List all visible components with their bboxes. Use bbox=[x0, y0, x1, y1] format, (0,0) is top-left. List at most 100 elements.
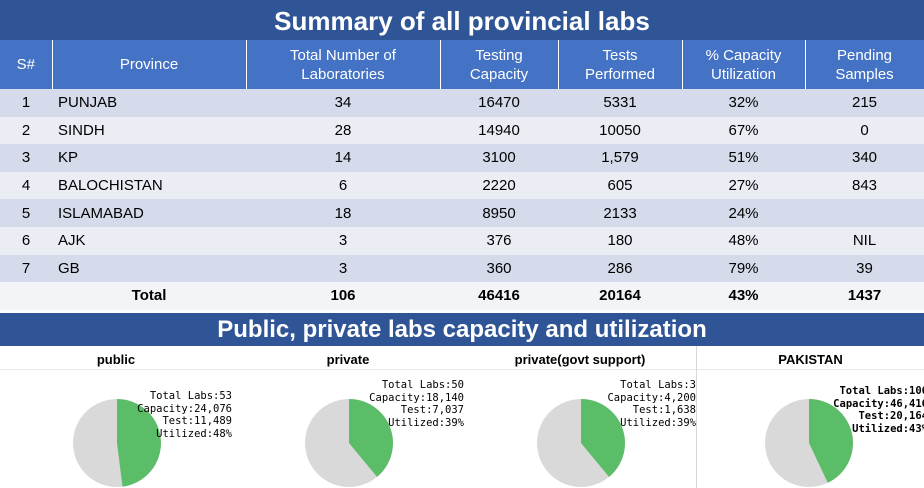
cell-tests: 286 bbox=[558, 254, 682, 283]
header-province: Province bbox=[52, 40, 247, 89]
cell-province: PUNJAB bbox=[52, 89, 246, 117]
cell-util: 48% bbox=[682, 226, 805, 255]
cell-sn: 5 bbox=[0, 199, 52, 227]
cell-capacity: 14940 bbox=[440, 116, 558, 145]
pie-info-utilized: Utilized:43% bbox=[852, 422, 924, 435]
cell-province: GB bbox=[52, 254, 246, 283]
cell-labs: 14 bbox=[246, 144, 440, 172]
pie-info-utilized: Utilized:39% bbox=[620, 416, 696, 429]
total-pending: 1437 bbox=[805, 282, 924, 310]
pie-chart bbox=[765, 399, 853, 487]
pie-info-test: Test:1,638 bbox=[632, 404, 696, 416]
pie-panel-3: PAKISTAN Total Labs:106 Capacity:46,416 Tes… bbox=[697, 346, 924, 488]
pie-chart bbox=[537, 399, 626, 487]
cell-capacity: 16470 bbox=[440, 89, 558, 117]
cell-util: 51% bbox=[682, 144, 805, 172]
cell-sn: 6 bbox=[0, 226, 52, 255]
pie-info-labs: Total Labs:53 bbox=[149, 390, 232, 402]
pie-title: PAKISTAN bbox=[778, 352, 843, 367]
cell-util: 24% bbox=[682, 199, 805, 227]
cell-util: 79% bbox=[682, 254, 805, 283]
total-label: Total bbox=[52, 282, 246, 310]
table-row: 1 PUNJAB 34 16470 5331 32% 215 bbox=[0, 89, 924, 117]
cell-capacity: 360 bbox=[440, 254, 558, 283]
cell-pending: 39 bbox=[805, 254, 924, 283]
cell-pending: NIL bbox=[805, 226, 924, 255]
header-labs: Total Number of Laboratories bbox=[246, 40, 441, 89]
cell-util: 32% bbox=[682, 89, 805, 117]
cell-pending: 843 bbox=[805, 171, 924, 200]
cell-tests: 5331 bbox=[558, 89, 682, 117]
pies-title: Public, private labs capacity and utiliz… bbox=[0, 313, 924, 346]
pie-title: private(govt support) bbox=[514, 352, 646, 367]
cell-util: 27% bbox=[682, 171, 805, 200]
summary-title: Summary of all provincial labs bbox=[0, 0, 924, 40]
pie-info-labs: Total Labs:106 bbox=[839, 385, 924, 397]
pie-info-capacity: Capacity:4,200 bbox=[607, 391, 696, 404]
cell-sn: 7 bbox=[0, 254, 52, 283]
pie-info: Total Labs:50 Capacity:18,140 Test:7,037 Ut… bbox=[369, 379, 464, 429]
cell-tests: 180 bbox=[558, 226, 682, 255]
header-tests: Tests Performed bbox=[558, 40, 683, 89]
cell-labs: 28 bbox=[246, 116, 440, 145]
table-header-row: S# Province Total Number of Laboratories … bbox=[0, 40, 924, 89]
pie-info-utilized: Utilized:48% bbox=[156, 427, 232, 440]
cell-pending bbox=[805, 199, 924, 227]
cell-capacity: 2220 bbox=[440, 171, 558, 200]
pie-title: public bbox=[96, 352, 136, 367]
pie-slice-utilized bbox=[117, 399, 161, 487]
cell-tests: 10050 bbox=[558, 116, 682, 145]
pakistan-divider bbox=[696, 346, 697, 488]
total-tests: 20164 bbox=[558, 282, 682, 310]
pie-info-capacity: Capacity:46,416 bbox=[833, 397, 924, 410]
cell-sn: 3 bbox=[0, 144, 52, 172]
header-pending: Pending Samples bbox=[805, 40, 924, 89]
pie-chart bbox=[305, 399, 394, 487]
pie-slice-utilized bbox=[809, 399, 853, 483]
pie-info-capacity: Capacity:18,140 bbox=[369, 391, 464, 404]
cell-pending: 215 bbox=[805, 89, 924, 117]
pie-panel-1: private Total Labs:50 Capacity:18,140 Test:… bbox=[232, 346, 464, 488]
table-row: 5 ISLAMABAD 18 8950 2133 24% bbox=[0, 199, 924, 227]
table-row: 4 BALOCHISTAN 6 2220 605 27% 843 bbox=[0, 171, 924, 200]
total-labs: 106 bbox=[246, 282, 440, 310]
cell-province: AJK bbox=[52, 226, 246, 255]
pie-info: Total Labs:106 Capacity:46,416 Test:20,164… bbox=[833, 385, 924, 435]
cell-pending: 340 bbox=[805, 144, 924, 172]
cell-capacity: 3100 bbox=[440, 144, 558, 172]
cell-labs: 34 bbox=[246, 89, 440, 117]
cell-sn: 1 bbox=[0, 89, 52, 117]
table-row: 6 AJK 3 376 180 48% NIL bbox=[0, 226, 924, 255]
pie-info-labs: Total Labs:3 bbox=[620, 379, 696, 391]
cell-util: 67% bbox=[682, 116, 805, 145]
cell-sn: 2 bbox=[0, 116, 52, 145]
cell-sn bbox=[0, 282, 52, 310]
total-util: 43% bbox=[682, 282, 805, 310]
header-utilization: % Capacity Utilization bbox=[682, 40, 806, 89]
pie-panel-2: private(govt support) Total Labs:3 Capacit… bbox=[464, 346, 696, 488]
header-capacity: Testing Capacity bbox=[440, 40, 559, 89]
pie-info-utilized: Utilized:39% bbox=[388, 416, 464, 429]
pie-slice-utilized bbox=[349, 399, 394, 477]
pie-info-test: Test:7,037 bbox=[400, 404, 464, 416]
cell-labs: 18 bbox=[246, 199, 440, 227]
total-capacity: 46416 bbox=[440, 282, 558, 310]
pie-chart bbox=[73, 399, 161, 487]
pies-divider bbox=[0, 369, 924, 370]
cell-labs: 3 bbox=[246, 254, 440, 283]
pie-title: private bbox=[326, 352, 370, 367]
cell-labs: 6 bbox=[246, 171, 440, 200]
pie-slice-utilized bbox=[581, 399, 626, 477]
pie-info-labs: Total Labs:50 bbox=[381, 379, 464, 391]
summary-table: S# Province Total Number of Laboratories … bbox=[0, 40, 924, 310]
cell-sn: 4 bbox=[0, 171, 52, 200]
cell-province: KP bbox=[52, 144, 246, 172]
cell-province: ISLAMABAD bbox=[52, 199, 246, 227]
cell-labs: 3 bbox=[246, 226, 440, 255]
pie-info: Total Labs:3 Capacity:4,200 Test:1,638 Util… bbox=[607, 379, 696, 429]
cell-pending: 0 bbox=[805, 116, 924, 145]
table-row: 7 GB 3 360 286 79% 39 bbox=[0, 254, 924, 283]
cell-province: BALOCHISTAN bbox=[52, 171, 246, 200]
table-row: 3 KP 14 3100 1,579 51% 340 bbox=[0, 144, 924, 172]
pie-info-capacity: Capacity:24,076 bbox=[137, 402, 232, 415]
